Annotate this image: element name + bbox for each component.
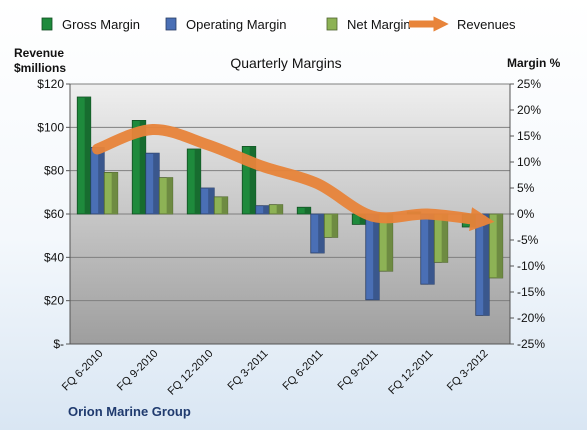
bar-shade: [441, 214, 448, 263]
right-tick-label: 25%: [517, 77, 541, 91]
bar-shade: [139, 120, 146, 214]
legend-label: Revenues: [457, 17, 516, 32]
x-tick-label: FQ 3-2011: [226, 348, 271, 393]
legend-label: Operating Margin: [186, 17, 286, 32]
right-tick-label: -25%: [517, 337, 545, 351]
left-tick-label: $80: [44, 164, 64, 178]
bar-shade: [483, 214, 490, 316]
legend-swatch: [326, 17, 338, 31]
bar-net-margin: [213, 196, 229, 215]
x-tick-label: FQ 6-2010: [60, 348, 106, 394]
bar-shade: [331, 214, 338, 238]
right-tick-label: 15%: [517, 129, 541, 143]
right-tick-label: -5%: [517, 233, 539, 247]
bar-gross-margin: [76, 96, 92, 215]
bar-shade: [428, 214, 435, 285]
x-tick-label: FQ 12-2010: [166, 348, 216, 398]
bar-operating-margin: [475, 213, 490, 316]
left-tick-label: $40: [44, 250, 64, 264]
bar-gross-margin: [186, 148, 202, 215]
right-tick-label: -15%: [517, 285, 545, 299]
legend-item-net-margin: Net Margin: [326, 17, 411, 32]
bar-net-margin: [268, 204, 284, 215]
bar-shade: [373, 214, 380, 300]
right-tick-label: 5%: [517, 181, 535, 195]
bar-gross-margin: [296, 206, 312, 215]
bar-shade: [153, 153, 160, 214]
left-tick-label: $60: [44, 207, 64, 221]
bar-shade: [304, 207, 311, 214]
bar-shade: [249, 146, 256, 214]
bar-shade: [318, 214, 325, 253]
left-axis-label-line2: $millions: [14, 61, 66, 75]
bar-shade: [84, 97, 91, 214]
bar-shade: [263, 205, 270, 214]
bar-shade: [359, 214, 366, 225]
left-tick-label: $-: [53, 337, 64, 351]
revenue-line: [92, 124, 495, 232]
right-tick-label: 0%: [517, 207, 535, 221]
right-tick-label: 10%: [517, 155, 541, 169]
left-axis-label-line1: Revenue: [14, 46, 64, 60]
bar-net-margin: [323, 213, 339, 238]
bar-net-margin: [433, 213, 449, 263]
bar-operating-margin: [200, 187, 215, 215]
legend-swatch: [41, 17, 53, 31]
bar-shade: [496, 214, 503, 278]
x-tick-label: FQ 12-2011: [386, 348, 435, 397]
bar-operating-margin: [255, 205, 270, 215]
legend-swatch: [165, 17, 177, 31]
x-tick-label: FQ 9-2011: [336, 348, 381, 393]
bar-shade: [276, 204, 283, 214]
left-tick-label: $120: [37, 77, 64, 91]
bar-net-margin: [158, 177, 174, 215]
right-axis-label: Margin %: [507, 56, 561, 70]
bar-operating-margin: [420, 213, 435, 285]
legend-label: Gross Margin: [62, 17, 140, 32]
left-tick-label: $100: [37, 120, 64, 134]
x-tick-label: FQ 6-2011: [281, 348, 326, 393]
left-tick-label: $20: [44, 294, 64, 308]
legend-item-operating-margin: Operating Margin: [165, 17, 286, 32]
company-name: Orion Marine Group: [68, 404, 191, 419]
legend-item-gross-margin: Gross Margin: [41, 17, 140, 32]
legend-item-revenues: Revenues: [409, 16, 516, 32]
bar-operating-margin: [365, 213, 380, 301]
revenue-line-path: [92, 124, 495, 232]
legend: Gross Margin Operating Margin Net Margin Re…: [41, 16, 516, 32]
x-tick-label: FQ 3-2012: [445, 348, 491, 394]
bar-operating-margin: [310, 213, 325, 254]
right-tick-label: -20%: [517, 311, 545, 325]
bar-operating-margin: [145, 152, 160, 215]
right-tick-label: -10%: [517, 259, 545, 273]
bar-shade: [111, 172, 118, 214]
bar-shade: [166, 177, 173, 214]
bar-operating-margin: [90, 147, 105, 215]
bar-shade: [221, 196, 228, 214]
bar-net-margin: [103, 171, 119, 215]
bar-shade: [386, 214, 393, 272]
bar-shade: [208, 188, 215, 214]
bar-shade: [194, 149, 201, 214]
right-tick-label: 20%: [517, 103, 541, 117]
bar-net-margin: [488, 213, 504, 279]
x-tick-label: FQ 9-2010: [115, 348, 161, 394]
chart-title: Quarterly Margins: [230, 55, 341, 71]
legend-label: Net Margin: [347, 17, 411, 32]
bar-shade: [98, 147, 105, 214]
